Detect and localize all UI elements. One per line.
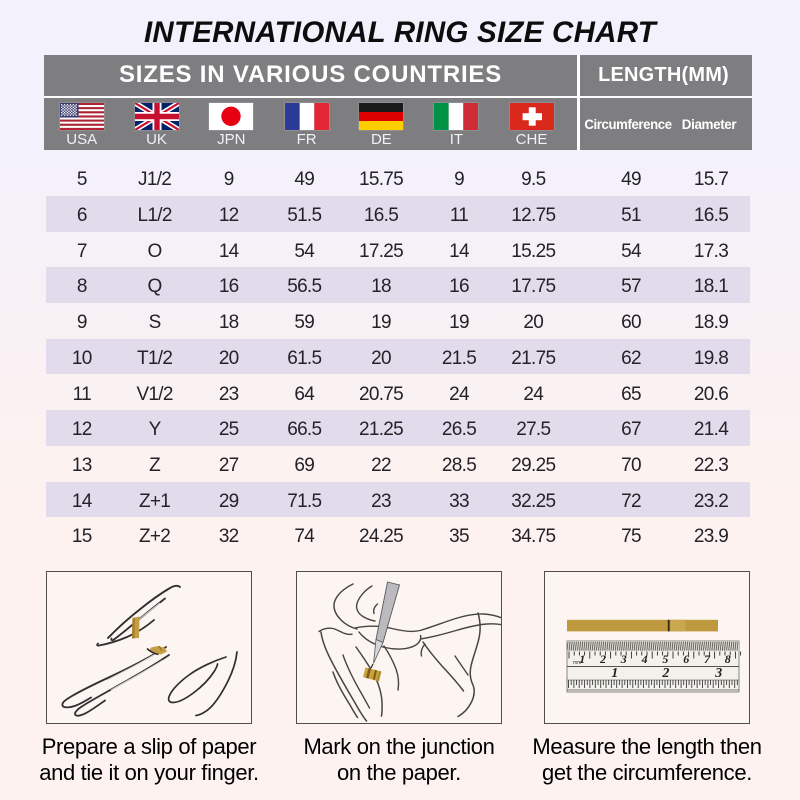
svg-text:2: 2 [599, 652, 606, 666]
svg-text:1: 1 [611, 666, 618, 681]
svg-text:6: 6 [683, 652, 689, 666]
svg-text:1: 1 [579, 652, 585, 666]
svg-text:8: 8 [724, 652, 730, 666]
svg-text:3: 3 [619, 652, 626, 666]
svg-text:3: 3 [714, 666, 722, 681]
svg-text:mm: mm [573, 660, 581, 666]
svg-text:7: 7 [704, 652, 711, 666]
svg-text:4: 4 [640, 652, 647, 666]
svg-text:5: 5 [662, 652, 668, 666]
svg-text:2: 2 [661, 666, 669, 681]
